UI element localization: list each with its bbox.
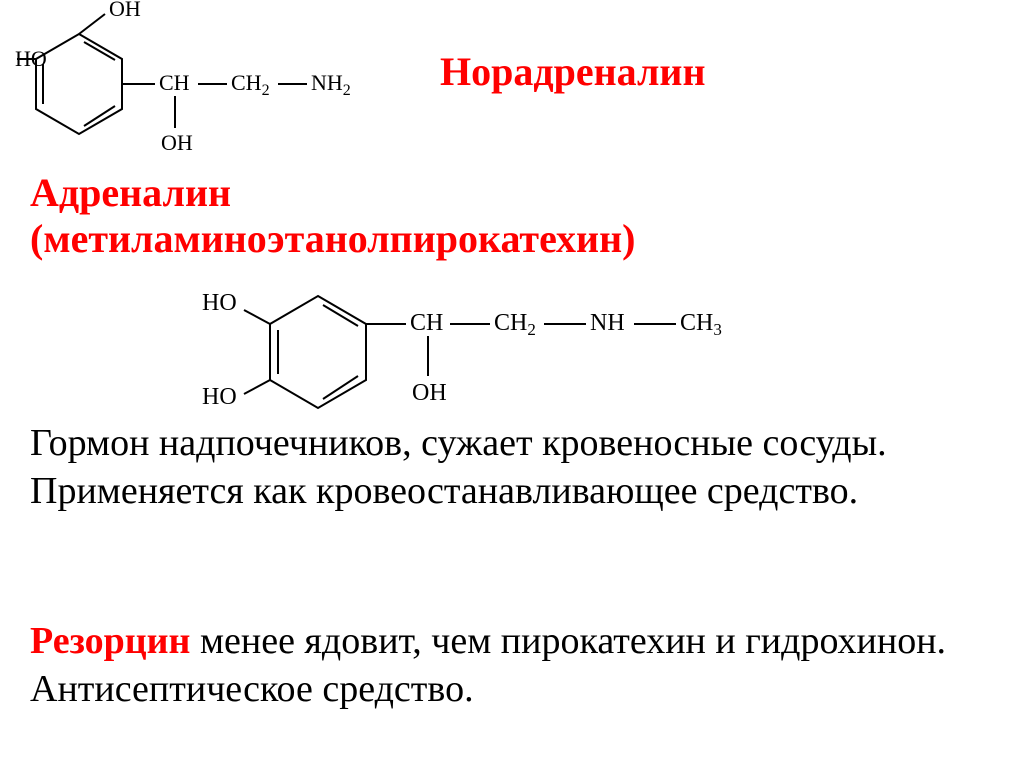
noradrenaline-structure: OH HO HO CH CH2 NH2 OH [15,0,375,165]
paragraph-hormone: Гормон надпочечников, сужает кровеносные… [30,420,994,515]
noradrenaline-svg: OH HO HO CH CH2 NH2 OH [15,0,375,160]
slide: Норадреналин [0,0,1024,767]
svg-text:CH2: CH2 [231,70,270,99]
svg-text:HO: HO [202,290,237,316]
svg-text:CH2: CH2 [494,310,536,339]
title-noradrenaline: Норадреналин [440,48,706,95]
svg-text:OH: OH [161,130,193,155]
svg-text:OH: OH [109,0,141,21]
svg-text:CH: CH [159,70,190,95]
paragraph-resorcinol: Резорцин менее ядовит, чем пирокатехин и… [30,618,994,713]
svg-text:NH2: NH2 [311,70,351,99]
svg-text:OH: OH [412,380,447,406]
svg-text:CH: CH [410,310,443,336]
svg-text:HO: HO [15,46,47,71]
svg-text:CH3: CH3 [680,310,722,339]
title-adrenaline-line-a: Адреналин [30,170,231,215]
svg-text:NH: NH [590,310,625,336]
adrenaline-svg: HO HO CH CH2 NH CH3 OH [200,270,760,430]
resorcinol-highlight: Резорцин [30,620,190,662]
title-adrenaline: Адреналин (метиламиноэтанолпирокатехин) [30,170,635,262]
title-adrenaline-line-b: (метиламиноэтанолпирокатехин) [30,216,635,261]
adrenaline-structure: HO HO CH CH2 NH CH3 OH [200,270,760,435]
svg-text:HO: HO [202,384,237,410]
